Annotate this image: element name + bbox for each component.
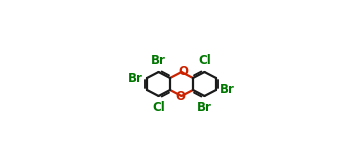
Text: Br: Br	[151, 54, 166, 67]
Text: Br: Br	[197, 101, 212, 114]
Text: Br: Br	[220, 83, 235, 96]
Text: Cl: Cl	[198, 54, 211, 67]
Text: O: O	[175, 90, 185, 103]
Text: Br: Br	[128, 72, 143, 85]
Text: O: O	[178, 65, 188, 78]
Text: Cl: Cl	[152, 101, 165, 114]
